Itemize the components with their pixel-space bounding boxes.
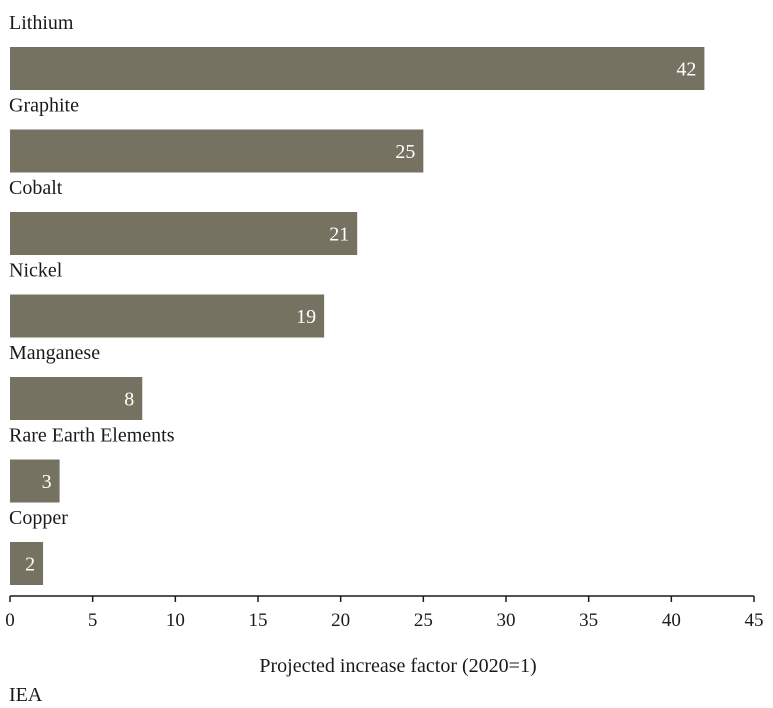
bar-copper: [10, 542, 44, 585]
bar-cobalt: [10, 212, 358, 255]
value-label-copper: 2: [25, 554, 35, 576]
value-label-graphite: 25: [395, 141, 415, 163]
value-label-rare-earth-elements: 3: [42, 471, 52, 493]
category-label-cobalt: Cobalt: [9, 177, 63, 199]
bar-graphite: [10, 129, 424, 173]
category-label-rare-earth-elements: Rare Earth Elements: [9, 425, 175, 447]
x-tick-label-35: 35: [579, 610, 598, 631]
x-tick-label-5: 5: [88, 610, 98, 631]
bar-manganese: [10, 377, 143, 420]
value-label-lithium: 42: [676, 59, 696, 81]
x-tick-label-20: 20: [331, 610, 350, 631]
x-tick-label-45: 45: [745, 610, 764, 631]
bar-rare-earth-elements: [10, 459, 60, 503]
x-tick-label-10: 10: [166, 610, 185, 631]
category-label-lithium: Lithium: [9, 12, 74, 34]
x-tick-label-15: 15: [249, 610, 268, 631]
x-tick-label-40: 40: [662, 610, 681, 631]
bars-layer: Lithium 42 Graphite 25 Cobalt 21 Nickel 19 Manga…: [9, 12, 705, 585]
x-axis: 0 5 10 15 20 25 30 35 40 45: [5, 595, 764, 631]
bar-nickel: [10, 294, 325, 338]
value-label-manganese: 8: [124, 389, 134, 411]
category-label-manganese: Manganese: [9, 342, 100, 364]
x-tick-label-30: 30: [497, 610, 516, 631]
value-label-nickel: 19: [296, 306, 316, 328]
value-label-cobalt: 21: [329, 224, 349, 246]
category-label-graphite: Graphite: [9, 95, 79, 117]
x-axis-title: Projected increase factor (2020=1): [259, 655, 536, 677]
category-label-copper: Copper: [9, 507, 68, 529]
source-label: IEA: [9, 684, 43, 706]
bar-lithium: [10, 47, 705, 90]
x-tick-label-0: 0: [5, 610, 15, 631]
category-label-nickel: Nickel: [9, 260, 63, 282]
x-tick-label-25: 25: [414, 610, 433, 631]
